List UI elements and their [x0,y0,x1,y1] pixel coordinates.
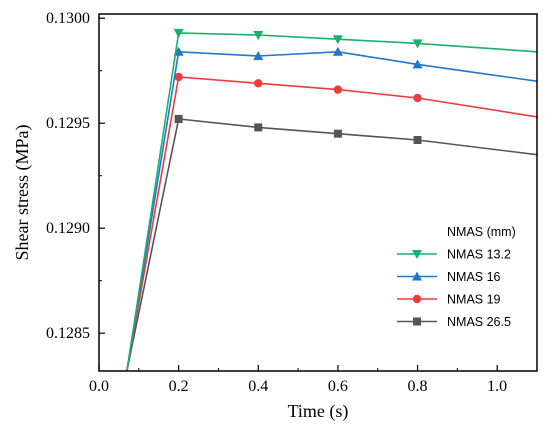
legend-marker [412,250,422,259]
legend-label: NMAS 19 [447,293,501,307]
y-tick-label: 0.1285 [46,325,90,342]
y-tick-label: 0.1295 [46,115,90,132]
y-tick-label: 0.1300 [46,10,90,27]
x-tick-label: 0.0 [89,378,109,395]
legend: NMAS (mm) NMAS 13.2 NMAS 16 NMAS 19 NMAS 26… [397,225,516,329]
x-tick-label: 0.8 [408,378,428,395]
legend-marker [413,317,421,326]
legend-item-nmas-16: NMAS 16 [397,270,501,284]
data-point [253,31,264,40]
data-point [174,72,183,82]
series-line [126,76,537,371]
series-nmas-19 [126,72,537,371]
legend-label: NMAS 16 [447,270,501,284]
x-tick-label: 0.6 [328,378,348,395]
series-layer [126,28,537,371]
data-point [332,46,343,56]
y-axis-title: Shear stress (MPa) [12,125,33,261]
series-nmas-26-5 [126,115,537,371]
data-point [253,51,264,60]
x-tick-label: 0.2 [169,378,189,395]
y-tick-label: 0.1290 [46,220,90,237]
legend-title: NMAS (mm) [447,225,516,239]
data-point [254,123,263,132]
data-point [413,136,422,144]
data-point [333,129,342,138]
data-point [412,59,423,69]
legend-marker [412,271,422,281]
data-point [333,85,343,94]
legend-marker [412,294,422,304]
series-nmas-16 [126,46,537,371]
legend-label: NMAS 26.5 [447,315,511,329]
legend-item-nmas-19: NMAS 19 [397,293,501,307]
data-point [412,39,423,49]
legend-item-nmas-13-2: NMAS 13.2 [397,248,511,262]
legend-label: NMAS 13.2 [447,248,511,262]
legend-item-nmas-26-5: NMAS 26.5 [397,315,511,329]
data-point [332,35,343,45]
axis-layer: 0.0 0.2 0.4 0.6 0.8 1.0 0.1285 0.1290 0.1295 0.13… [46,10,538,395]
plot-frame [98,13,538,372]
series-line [126,118,537,371]
data-point [413,93,422,103]
series-line [126,32,537,371]
series-nmas-13-2 [126,28,537,371]
data-point [174,115,183,123]
data-point [173,28,184,38]
x-tick-label: 0.4 [248,378,268,395]
x-tick-label: 1.0 [487,378,507,395]
series-line [126,50,537,371]
data-point [254,79,263,88]
x-axis-title: Time (s) [288,401,349,422]
